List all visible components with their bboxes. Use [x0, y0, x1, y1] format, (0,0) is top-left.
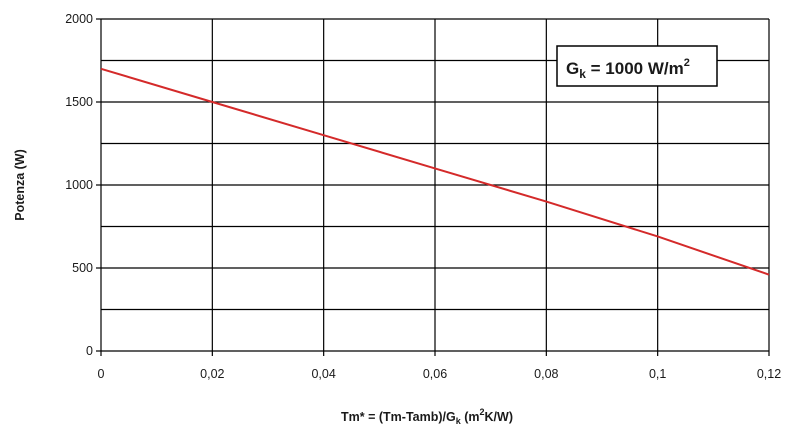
x-tick-label: 0,1: [649, 367, 666, 381]
y-tick-label: 0: [86, 344, 93, 358]
y-axis-label: Potenza (W): [13, 149, 27, 221]
y-tick-label: 2000: [65, 12, 93, 26]
y-tick-label: 1500: [65, 95, 93, 109]
x-axis-label: Tm* = (Tm-Tamb)/Gk (m2K/W): [341, 407, 513, 426]
x-tick-label: 0,08: [534, 367, 558, 381]
x-tick-label: 0,02: [200, 367, 224, 381]
x-tick-label: 0,06: [423, 367, 447, 381]
series-layer: [100, 67, 770, 276]
x-tick-label: 0,04: [311, 367, 335, 381]
x-axis-ticks: 0 0,02 0,04 0,06 0,08 0,1 0,12: [98, 367, 782, 381]
gk-annotation: Gk = 1000 W/m2: [556, 45, 718, 87]
gk-annotation-text: Gk = 1000 W/m2: [566, 57, 690, 81]
y-tick-label: 1000: [65, 178, 93, 192]
x-tick-label: 0,12: [757, 367, 781, 381]
series-line: [100, 67, 770, 276]
x-tick-label: 0: [98, 367, 105, 381]
grid: [96, 18, 770, 356]
y-tick-label: 500: [72, 261, 93, 275]
gk-annotation-box: [556, 45, 718, 87]
y-axis-ticks: 0 500 1000 1500 2000: [65, 12, 93, 358]
